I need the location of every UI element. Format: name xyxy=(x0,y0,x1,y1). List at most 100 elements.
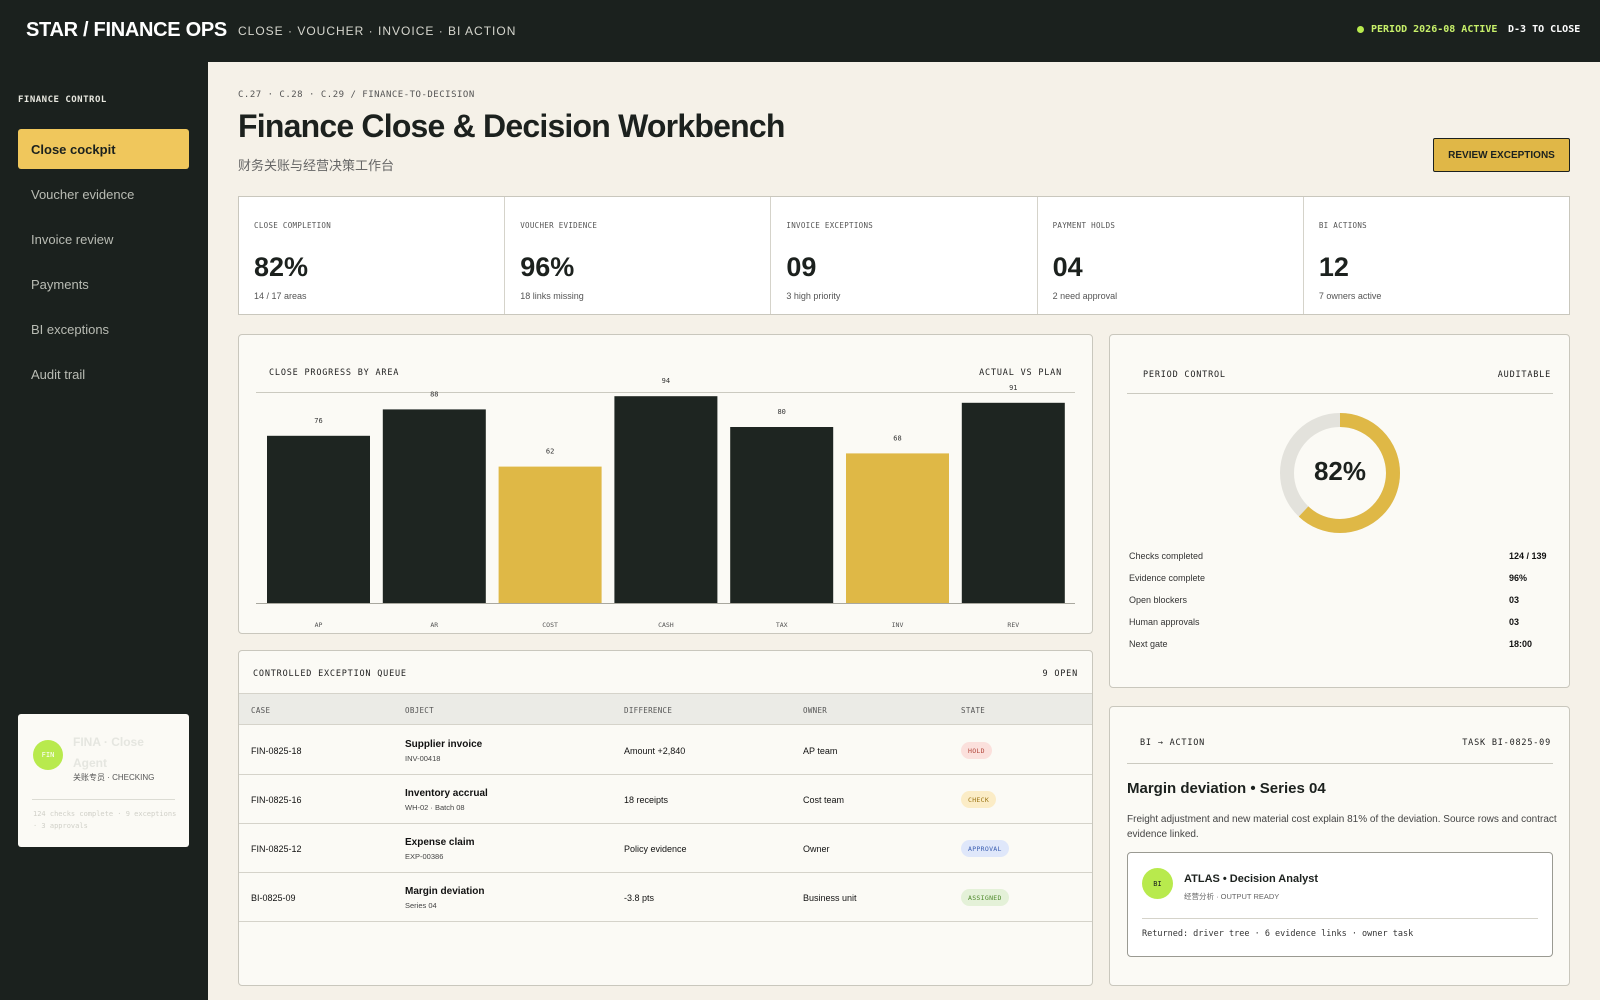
divider xyxy=(1127,393,1553,394)
returned-summary: Returned: driver tree · 6 evidence links… xyxy=(1142,929,1414,939)
kpi-close-completion[interactable]: CLOSE COMPLETION 82% 14 / 17 areas xyxy=(239,197,506,314)
close-progress-panel: CLOSE PROGRESS BY AREA ACTUAL VS PLAN 76… xyxy=(238,334,1093,634)
object-ref: Series 04 xyxy=(405,901,437,910)
donut-progress-arc xyxy=(1280,413,1400,533)
kpi-value: 82% xyxy=(254,252,309,282)
stat-value: 18:00 xyxy=(1509,639,1533,649)
completion-donut xyxy=(1280,413,1400,533)
object-name: Inventory accrual xyxy=(405,788,488,799)
bar-inv[interactable] xyxy=(846,453,949,603)
owner: Owner xyxy=(803,844,830,854)
analyst-card[interactable]: BI ATLAS • Decision Analyst 经营分析 · OUTPU… xyxy=(1127,852,1553,957)
column-header[interactable]: OWNER xyxy=(803,706,828,715)
stat-value: 03 xyxy=(1509,595,1520,605)
tick-label: REV xyxy=(1007,621,1019,629)
owner: Business unit xyxy=(803,893,857,903)
period-status: PERIOD 2026-08 ACTIVE xyxy=(1357,24,1497,35)
column-header[interactable]: STATE xyxy=(961,706,986,715)
kpi-sub: 18 links missing xyxy=(520,291,584,301)
column-header[interactable]: OBJECT xyxy=(405,706,434,715)
bar-tax[interactable] xyxy=(730,427,834,603)
bi-body: Freight adjustment and new material cost… xyxy=(1127,814,1557,840)
data-label: 62 xyxy=(546,448,554,456)
auditable-label: AUDITABLE xyxy=(1497,370,1551,380)
case-id: FIN-0825-16 xyxy=(251,795,302,805)
bi-action-panel: BI → ACTION TASK BI-0825-09 Margin devia… xyxy=(1109,706,1570,986)
stat-checks-completed: Checks completed 124 / 139 xyxy=(1129,551,1553,561)
kpi-value: 96% xyxy=(520,252,575,282)
tick-label: AP xyxy=(315,621,323,629)
object-ref: WH-02 · Batch 08 xyxy=(405,803,465,812)
period-label: PERIOD 2026-08 ACTIVE xyxy=(1371,24,1498,35)
kpi-voucher-evidence[interactable]: VOUCHER EVIDENCE 96% 18 links missing xyxy=(505,197,772,314)
sidebar-item-close-cockpit[interactable]: Close cockpit xyxy=(18,129,189,169)
table-row[interactable]: FIN-0825-12 Expense claim EXP-00386 Poli… xyxy=(239,824,1092,873)
divider xyxy=(256,392,1075,393)
brand-logo[interactable]: STAR / FINANCE OPS xyxy=(26,19,227,41)
table-row[interactable]: FIN-0825-18 Supplier invoice INV-00418 A… xyxy=(239,726,1092,775)
data-label: 94 xyxy=(662,377,670,385)
sidebar-item-voucher-evidence[interactable]: Voucher evidence xyxy=(31,186,135,202)
sidebar-item-invoice-review[interactable]: Invoice review xyxy=(31,231,114,247)
kpi-label: PAYMENT HOLDS xyxy=(1052,221,1116,230)
top-nav[interactable]: CLOSE · VOUCHER · INVOICE · BI ACTION xyxy=(238,24,517,38)
task-id[interactable]: TASK BI-0825-09 xyxy=(1462,738,1551,748)
data-label: 76 xyxy=(314,417,322,425)
bar-cash[interactable] xyxy=(614,396,718,603)
kpi-sub: 2 need approval xyxy=(1052,291,1118,301)
stat-label: Next gate xyxy=(1129,639,1168,649)
object-ref: EXP-00386 xyxy=(405,852,444,861)
chart-legend-label: ACTUAL VS PLAN xyxy=(979,368,1062,378)
kpi-bi-actions[interactable]: BI ACTIONS 12 7 owners active xyxy=(1304,197,1569,314)
difference: Amount +2,840 xyxy=(624,746,686,756)
close-progress-chart: 76 AP 88 AR 62 COST 94 CASH 80 TAX 68 INV 91 REV xyxy=(256,377,1075,629)
sidebar-item-bi-exceptions[interactable]: BI exceptions xyxy=(31,321,110,337)
bar-cost[interactable] xyxy=(498,466,602,603)
column-header[interactable]: DIFFERENCE xyxy=(624,706,673,715)
queue-count: 9 OPEN xyxy=(1042,669,1078,679)
kpi-label: INVOICE EXCEPTIONS xyxy=(786,221,874,230)
agent-card[interactable]: FIN FINA · Close Agent 关账专员 · CHECKING 1… xyxy=(18,714,189,847)
sidebar-item-payments[interactable]: Payments xyxy=(31,276,89,292)
tick-label: TAX xyxy=(776,621,788,629)
kpi-strip: CLOSE COMPLETION 82% 14 / 17 areas VOUCH… xyxy=(238,196,1570,315)
breadcrumb[interactable]: C.27 · C.28 · C.29 / FINANCE-TO-DECISION xyxy=(238,90,475,100)
kpi-sub: 3 high priority xyxy=(786,291,841,301)
status-badge: CHECK xyxy=(961,791,997,808)
object-name: Expense claim xyxy=(405,837,475,848)
case-id: FIN-0825-12 xyxy=(251,844,302,854)
object-name: Margin deviation xyxy=(405,886,485,897)
tick-label: AR xyxy=(430,621,438,629)
sidebar-heading: FINANCE CONTROL xyxy=(18,95,107,105)
tick-label: CASH xyxy=(658,621,674,629)
kpi-label: BI ACTIONS xyxy=(1318,221,1367,230)
bi-action-title: BI → ACTION xyxy=(1140,738,1206,748)
table-row[interactable]: BI-0825-09 Margin deviation Series 04 -3… xyxy=(239,873,1092,922)
stat-label: Checks completed xyxy=(1129,551,1204,561)
close-countdown: D-3 TO CLOSE xyxy=(1508,24,1581,35)
review-exceptions-button[interactable]: REVIEW EXCEPTIONS xyxy=(1433,138,1570,172)
bar-ap[interactable] xyxy=(267,435,370,603)
stat-open-blockers: Open blockers 03 xyxy=(1129,595,1553,605)
kpi-payment-holds[interactable]: PAYMENT HOLDS 04 2 need approval xyxy=(1038,197,1304,314)
avatar: FIN xyxy=(33,740,63,770)
bar-ar[interactable] xyxy=(382,409,486,603)
kpi-invoice-exceptions[interactable]: INVOICE EXCEPTIONS 09 3 high priority xyxy=(771,197,1038,314)
agent-name: FINA · Close Agent xyxy=(73,735,144,770)
table-row[interactable]: FIN-0825-16 Inventory accrual WH-02 · Ba… xyxy=(239,775,1092,824)
kpi-label: VOUCHER EVIDENCE xyxy=(520,221,598,230)
difference: -3.8 pts xyxy=(624,893,655,903)
case-id: FIN-0825-18 xyxy=(251,746,302,756)
kpi-value: 09 xyxy=(786,252,817,282)
column-header[interactable]: CASE xyxy=(251,706,271,715)
stat-label: Human approvals xyxy=(1129,617,1200,627)
sidebar: FINANCE CONTROL Close cockpit Voucher ev… xyxy=(0,62,208,1000)
top-bar: STAR / FINANCE OPS CLOSE · VOUCHER · INV… xyxy=(0,0,1600,62)
page-title: Finance Close & Decision Workbench xyxy=(238,108,785,144)
stat-label: Evidence complete xyxy=(1129,573,1206,583)
sidebar-item-audit-trail[interactable]: Audit trail xyxy=(31,366,86,382)
kpi-sub: 14 / 17 areas xyxy=(254,291,307,301)
data-label: 91 xyxy=(1009,384,1017,392)
bar-rev[interactable] xyxy=(961,402,1065,603)
period-control-panel: PERIOD CONTROL AUDITABLE 82% Checks comp… xyxy=(1109,334,1570,688)
